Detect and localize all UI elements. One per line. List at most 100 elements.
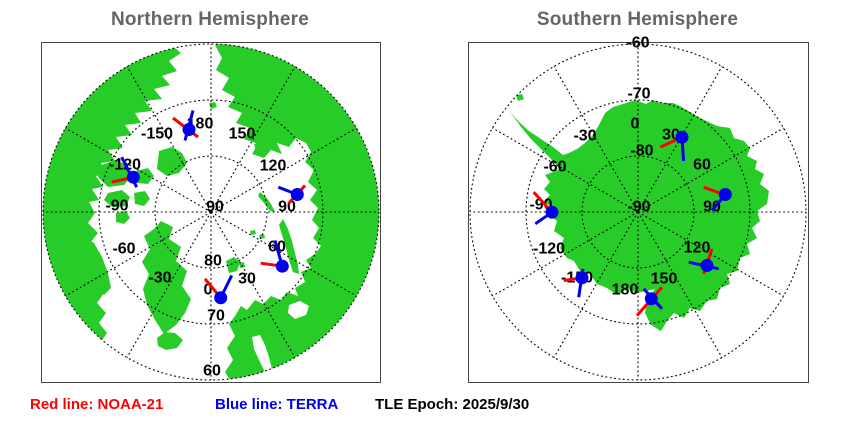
grid-label: 80	[204, 253, 222, 270]
legend-terra: Blue line: TERRA	[215, 396, 339, 413]
satellite-marker	[172, 110, 199, 141]
meridian-line	[65, 127, 212, 213]
land-eurasia	[215, 44, 379, 380]
latitude-ring	[525, 99, 751, 325]
satellite-marker	[563, 268, 589, 298]
grid-label: -120	[533, 241, 565, 258]
meridian-line	[637, 127, 784, 213]
meridian-line	[210, 211, 296, 358]
meridian-line	[492, 127, 639, 213]
meridian-line	[210, 211, 357, 297]
grid-label: 90	[278, 199, 296, 216]
grid-label: 0	[204, 282, 213, 299]
grid-label: 150	[651, 271, 678, 288]
grid-label: 90	[206, 199, 224, 216]
meridian-line	[553, 66, 639, 213]
land-arctic-island-a	[136, 168, 154, 184]
meridian-line	[65, 211, 212, 297]
land-arctic-island-b	[104, 190, 130, 207]
map-canvas: 180-150150120-12090-9060-6030-3009080706…	[42, 43, 380, 381]
grid-label: 0	[631, 116, 640, 133]
grid-label: 150	[229, 126, 256, 143]
grid-label: -30	[573, 128, 596, 145]
grid-label: -60	[112, 241, 135, 258]
grid-label: 30	[238, 271, 256, 288]
land-layer	[499, 94, 769, 331]
land-svalbard-b	[239, 262, 245, 268]
satellite-marker	[532, 191, 559, 226]
grid-label: -90	[627, 199, 650, 216]
south-hemisphere-title: Southern Hemisphere	[536, 9, 739, 30]
meridian-line	[492, 211, 639, 297]
land-svalbard	[226, 257, 240, 273]
grid-label: 120	[684, 240, 711, 257]
satellite-marker	[659, 130, 689, 162]
grid-label: 60	[203, 363, 221, 380]
legend-tle-epoch: TLE Epoch: 2025/9/30	[375, 396, 530, 413]
satellite-dot	[718, 188, 732, 201]
satellite-dot	[575, 271, 589, 285]
satellite-marker	[260, 240, 289, 273]
satellite-dot	[290, 188, 304, 201]
land-antarctica	[499, 96, 769, 331]
grid-label: -150	[141, 126, 173, 143]
grid-label: -60	[543, 159, 566, 176]
satellite-marker-layer	[111, 110, 307, 305]
satellite-marker-layer	[532, 130, 732, 317]
latitude-ring	[581, 155, 695, 269]
land-ellesmere-island	[157, 147, 187, 176]
grid-label: -80	[630, 143, 653, 160]
land-greenland	[142, 221, 191, 334]
satellite-dot	[644, 292, 658, 306]
grid-label: -60	[626, 35, 649, 52]
grid-label: -30	[148, 270, 171, 287]
north-hemisphere-title: Northern Hemisphere	[110, 9, 310, 30]
land-severnaya-zemlya	[258, 192, 275, 212]
label-layer: 180-150150120-12090-9060-6030-3009080706…	[105, 116, 296, 380]
land-wrangel-island	[209, 102, 217, 109]
satellite-dot	[275, 259, 289, 273]
land-layer	[43, 44, 379, 380]
meridian-line	[126, 66, 212, 213]
satellite-dot	[700, 259, 714, 272]
land-iceland	[157, 332, 183, 350]
satellite-dot	[182, 123, 196, 136]
land-severnaya-speck	[254, 143, 262, 150]
meridian-line	[553, 211, 639, 358]
north-hemisphere-map: 180-150150120-12090-9060-6030-3009080706…	[41, 42, 381, 383]
grid-label: 70	[207, 308, 225, 325]
water-white-sea	[288, 301, 309, 319]
graticule-layer	[42, 43, 380, 381]
grid-label: 120	[260, 158, 287, 175]
satellite-marker	[703, 185, 732, 212]
satellite-dot	[126, 170, 140, 184]
meridian-line	[210, 127, 357, 213]
land-antarctic-islet	[516, 94, 524, 101]
latitude-ring	[98, 99, 324, 325]
land-novaya-zemlya	[279, 219, 299, 274]
grid-label: -70	[627, 86, 650, 103]
land-arctic-island-d	[116, 211, 130, 224]
land-north-america	[43, 44, 181, 379]
grid-label: -90	[105, 198, 128, 215]
satellite-marker	[277, 184, 307, 205]
graticule-layer	[469, 43, 807, 381]
land-franz-josef-a	[250, 230, 256, 235]
water-baltic-sea	[252, 335, 272, 374]
grid-label: 180	[612, 282, 639, 299]
grid-label: 60	[693, 157, 711, 174]
meridian-line	[126, 211, 212, 358]
satellite-dot	[545, 205, 559, 219]
south-hemisphere-map: -60-70-80-90030-3060-6090-90120-120150-1…	[468, 35, 809, 383]
satellite-marker	[688, 248, 720, 275]
meridian-line	[637, 211, 723, 358]
latitude-ring	[154, 155, 268, 269]
satellite-dot	[214, 291, 228, 305]
map-canvas: -60-70-80-90030-3060-6090-90120-120150-1…	[469, 35, 807, 381]
land-baffin-island	[70, 235, 111, 295]
satellite-marker	[635, 286, 664, 317]
satellite-marker	[111, 156, 140, 188]
satellite-marker	[203, 274, 234, 305]
meridian-line	[210, 66, 296, 213]
